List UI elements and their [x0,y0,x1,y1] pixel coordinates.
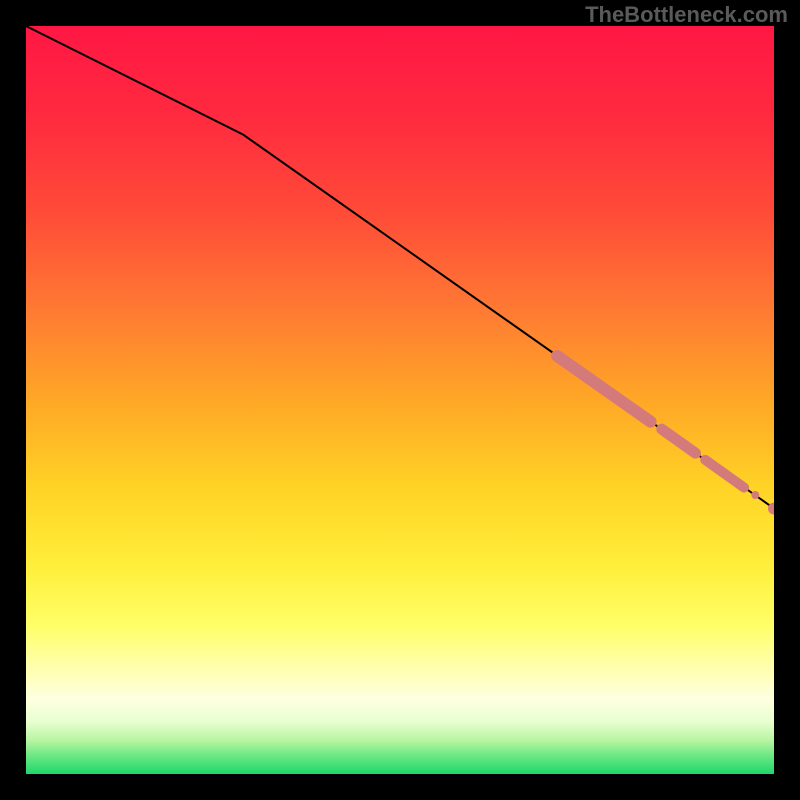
marker-dot [751,491,759,499]
plot-svg [26,26,774,774]
plot-area [26,26,774,774]
gradient-background [26,26,774,774]
watermark-text: TheBottleneck.com [585,2,788,28]
chart-container: TheBottleneck.com [0,0,800,800]
